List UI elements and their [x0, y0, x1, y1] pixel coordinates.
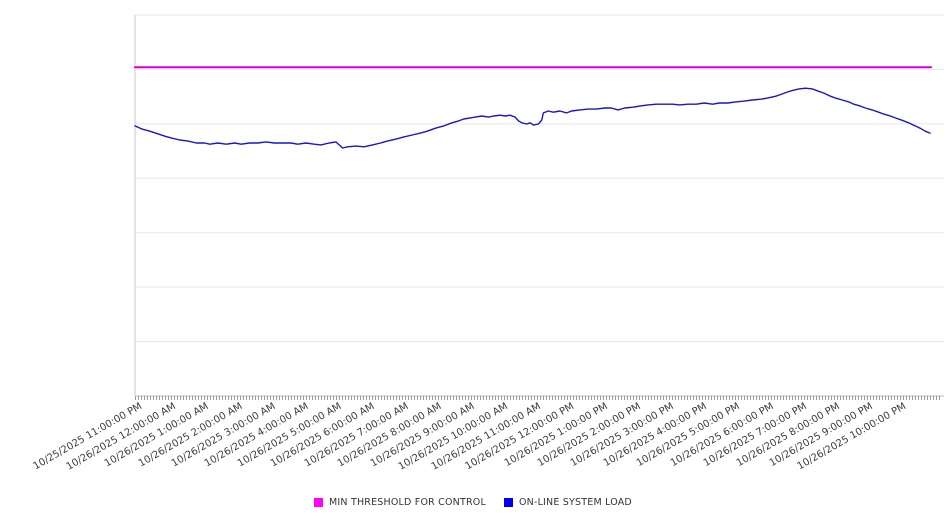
chart-legend: MIN THRESHOLD FOR CONTROL ON-LINE SYSTEM… [0, 497, 946, 508]
blue-swatch-icon [503, 498, 513, 507]
online-system-load-line [134, 87, 931, 149]
legend-item-min-threshold[interactable]: MIN THRESHOLD FOR CONTROL [314, 497, 486, 508]
legend-label-min-threshold: MIN THRESHOLD FOR CONTROL [329, 497, 486, 508]
legend-item-system-load[interactable]: ON-LINE SYSTEM LOAD [503, 497, 632, 508]
magenta-swatch-icon [314, 498, 324, 507]
x-axis-minor-ticks [135, 396, 940, 400]
legend-label-system-load: ON-LINE SYSTEM LOAD [518, 497, 632, 508]
